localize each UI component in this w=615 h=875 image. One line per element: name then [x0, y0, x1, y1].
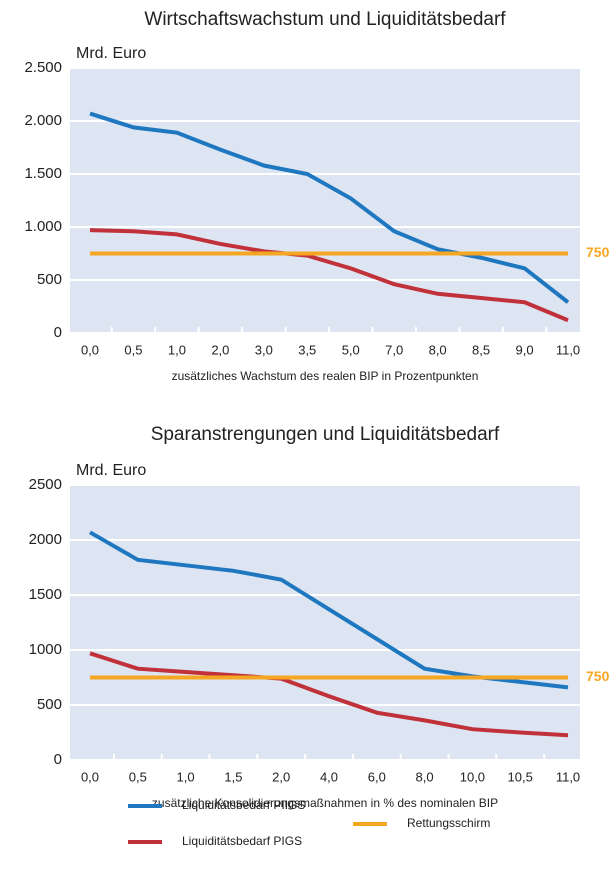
x-tick-label: 2,0	[272, 769, 290, 784]
x-axis-label: zusätzliches Wachstum des realen BIP in …	[172, 369, 479, 383]
y-tick-label: 2000	[29, 531, 62, 548]
y-tick-label: 500	[37, 696, 62, 713]
legend-label: Liquiditätsbedarf PIIGS	[182, 798, 305, 812]
x-tick-label: 11,0	[556, 342, 580, 357]
line-series	[89, 228, 569, 323]
y-tick-label: 2500	[29, 476, 62, 493]
y-tick-label: 2.000	[24, 112, 62, 129]
x-tick-label: 9,0	[516, 342, 534, 357]
y-tick-label: 1.000	[24, 218, 62, 235]
x-tick-label: 10,5	[508, 769, 533, 784]
x-tick-label: 6,0	[368, 769, 386, 784]
chart-title: Sparanstrengungen und Liquiditätsbedarf	[151, 424, 500, 445]
x-tick-label: 1,0	[177, 769, 195, 784]
plot-area	[70, 68, 580, 333]
x-tick-label: 0,5	[124, 342, 142, 357]
y-tick-label: 1.500	[24, 165, 62, 182]
x-tick-label: 2,0	[211, 342, 229, 357]
legend-label: Liquiditätsbedarf PIGS	[182, 834, 302, 848]
y-tick-label: 1500	[29, 586, 62, 603]
x-tick-label: 11,0	[556, 769, 580, 784]
y-tick-label: 0	[54, 324, 62, 341]
x-tick-label: 1,5	[224, 769, 242, 784]
x-tick-label: 0,0	[81, 769, 99, 784]
y-axis-label: Mrd. Euro	[76, 45, 146, 62]
x-tick-label: 5,0	[342, 342, 360, 357]
legend-label: Rettungsschirm	[407, 816, 490, 830]
y-tick-label: 1000	[29, 641, 62, 658]
x-tick-label: 3,5	[298, 342, 316, 357]
value-label: 750	[586, 668, 610, 684]
plot-area	[70, 485, 580, 760]
x-tick-label: 10,0	[460, 769, 485, 784]
y-tick-label: 500	[37, 271, 62, 288]
x-axis-label: zusätzliche Konsolidierungsmaßnahmen in …	[152, 796, 498, 810]
x-tick-label: 8,0	[429, 342, 447, 357]
line-series	[89, 651, 569, 738]
y-tick-label: 0	[54, 751, 62, 768]
x-tick-label: 3,0	[255, 342, 273, 357]
value-label: 750	[586, 244, 610, 260]
y-tick-label: 2.500	[24, 59, 62, 76]
line-series	[89, 111, 570, 304]
chart-title: Wirtschaftswachstum und Liquiditätsbedar…	[144, 9, 506, 30]
x-tick-label: 0,0	[81, 342, 99, 357]
x-tick-label: 8,0	[416, 769, 434, 784]
x-tick-label: 0,5	[129, 769, 147, 784]
x-tick-label: 1,0	[168, 342, 186, 357]
x-tick-label: 4,0	[320, 769, 338, 784]
y-axis-label: Mrd. Euro	[76, 462, 146, 479]
x-tick-label: 7,0	[385, 342, 403, 357]
x-tick-label: 8,5	[472, 342, 490, 357]
